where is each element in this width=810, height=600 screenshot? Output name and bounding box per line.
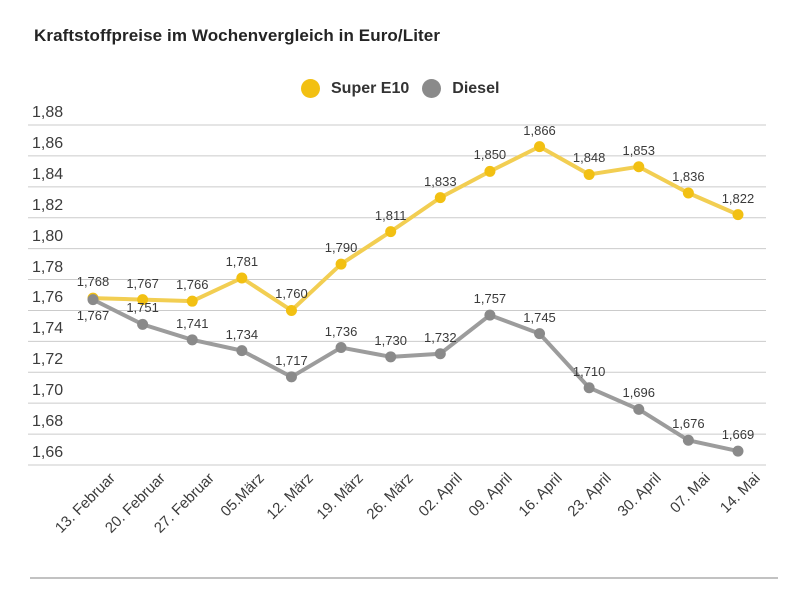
data-point-diesel bbox=[186, 334, 198, 346]
data-point-diesel bbox=[583, 382, 595, 394]
value-label-diesel: 1,669 bbox=[721, 427, 755, 443]
legend-item-super-e10: Super E10 bbox=[301, 79, 409, 98]
bottom-divider bbox=[30, 577, 778, 579]
value-label-diesel: 1,710 bbox=[572, 363, 606, 379]
y-axis-tick-label: 1,74 bbox=[32, 320, 64, 338]
value-label-super-e10: 1,760 bbox=[275, 286, 308, 302]
super-e10-dot-icon bbox=[301, 79, 320, 98]
value-label-super-e10: 1,811 bbox=[374, 207, 407, 223]
value-label-super-e10: 1,853 bbox=[622, 142, 656, 158]
value-label-super-e10: 1,836 bbox=[672, 169, 705, 184]
y-axis-tick-label: 1,66 bbox=[32, 444, 64, 461]
value-label-super-e10: 1,768 bbox=[76, 274, 110, 290]
value-label-super-e10: 1,822 bbox=[721, 190, 755, 206]
y-axis-tick-label: 1,84 bbox=[32, 165, 64, 183]
data-point-super-e10 bbox=[285, 304, 297, 316]
data-point-diesel bbox=[385, 351, 397, 363]
value-label-diesel: 1,730 bbox=[374, 332, 407, 348]
data-point-super-e10 bbox=[434, 192, 446, 204]
y-axis-tick-label: 1,68 bbox=[32, 413, 64, 431]
data-point-super-e10 bbox=[732, 209, 744, 221]
chart-legend: Super E10 Diesel bbox=[301, 79, 499, 98]
data-point-super-e10 bbox=[682, 187, 694, 199]
data-point-diesel bbox=[633, 403, 645, 415]
data-point-super-e10 bbox=[186, 295, 198, 307]
data-point-diesel bbox=[484, 309, 496, 321]
y-axis-tick-label: 1,80 bbox=[32, 227, 64, 245]
diesel-dot-icon bbox=[422, 79, 442, 98]
value-label-super-e10: 1,848 bbox=[572, 150, 606, 166]
y-axis-tick-label: 1,70 bbox=[32, 382, 64, 400]
value-label-diesel: 1,696 bbox=[622, 385, 656, 401]
value-label-super-e10: 1,766 bbox=[175, 277, 209, 293]
data-point-super-e10 bbox=[583, 168, 595, 180]
value-label-diesel: 1,751 bbox=[126, 300, 159, 316]
y-axis-tick-label: 1,86 bbox=[32, 134, 64, 152]
data-point-diesel bbox=[137, 318, 149, 330]
data-point-diesel bbox=[236, 345, 248, 357]
data-point-super-e10 bbox=[236, 272, 248, 284]
value-label-diesel: 1,717 bbox=[275, 352, 308, 368]
data-point-diesel bbox=[87, 294, 99, 306]
value-label-super-e10: 1,767 bbox=[126, 275, 159, 291]
data-point-super-e10 bbox=[335, 258, 347, 270]
data-point-diesel bbox=[434, 348, 446, 360]
value-label-super-e10: 1,866 bbox=[523, 122, 556, 138]
y-axis-tick-label: 1,82 bbox=[32, 196, 64, 214]
value-label-diesel: 1,757 bbox=[473, 291, 507, 307]
value-label-diesel: 1,734 bbox=[225, 326, 259, 342]
data-point-diesel bbox=[285, 371, 297, 383]
value-label-super-e10: 1,781 bbox=[225, 254, 259, 269]
data-point-super-e10 bbox=[385, 226, 397, 238]
data-point-super-e10 bbox=[484, 165, 496, 177]
y-axis-tick-label: 1,76 bbox=[32, 289, 64, 307]
value-label-diesel: 1,676 bbox=[672, 416, 705, 432]
legend-label-super-e10: Super E10 bbox=[331, 79, 410, 97]
y-axis-tick-label: 1,72 bbox=[32, 351, 64, 369]
data-point-super-e10 bbox=[137, 294, 149, 306]
value-label-diesel: 1,741 bbox=[175, 315, 209, 331]
series-line-super-e10 bbox=[91, 144, 740, 313]
data-point-diesel bbox=[732, 445, 744, 457]
series-line-diesel bbox=[91, 297, 740, 454]
chart-title: Kraftstoffpreise im Wochenvergleich in E… bbox=[34, 26, 441, 45]
data-point-diesel bbox=[534, 328, 546, 340]
data-point-diesel bbox=[682, 434, 694, 446]
value-label-diesel: 1,736 bbox=[324, 323, 358, 339]
value-label-diesel: 1,745 bbox=[523, 309, 556, 325]
y-axis-tick-label: 1,78 bbox=[32, 258, 64, 276]
value-label-super-e10: 1,850 bbox=[473, 147, 507, 163]
value-label-super-e10: 1,833 bbox=[424, 173, 457, 189]
value-label-super-e10: 1,790 bbox=[324, 240, 358, 256]
legend-item-diesel: Diesel bbox=[422, 79, 499, 98]
legend-label-diesel: Diesel bbox=[452, 79, 500, 97]
data-point-super-e10 bbox=[633, 161, 645, 173]
y-axis-tick-label: 1,88 bbox=[32, 104, 64, 121]
data-point-diesel bbox=[335, 342, 347, 354]
value-label-diesel: 1,767 bbox=[76, 307, 110, 323]
data-point-super-e10 bbox=[534, 141, 546, 153]
value-label-diesel: 1,732 bbox=[424, 329, 457, 345]
